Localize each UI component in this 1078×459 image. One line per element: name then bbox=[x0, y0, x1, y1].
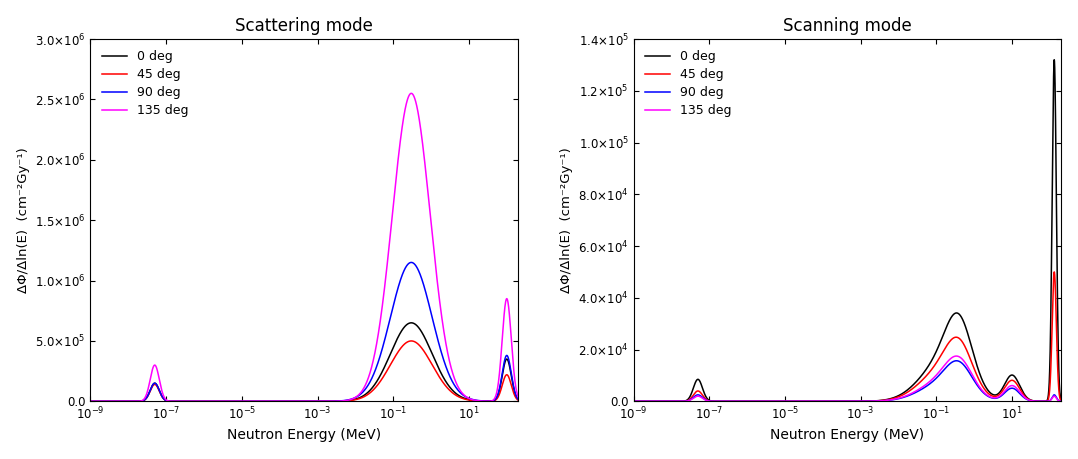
90 deg bbox=[950, 358, 963, 364]
135 deg bbox=[950, 353, 963, 359]
0 deg bbox=[884, 396, 897, 402]
45 deg bbox=[1055, 398, 1068, 403]
135 deg bbox=[627, 398, 640, 404]
90 deg bbox=[790, 398, 803, 404]
135 deg bbox=[946, 354, 959, 360]
Line: 0 deg: 0 deg bbox=[634, 60, 1062, 401]
45 deg bbox=[247, 398, 260, 404]
Line: 135 deg: 135 deg bbox=[634, 356, 1062, 401]
0 deg bbox=[436, 372, 448, 378]
0 deg bbox=[1055, 397, 1068, 403]
45 deg bbox=[84, 398, 97, 404]
45 deg bbox=[1048, 269, 1061, 274]
45 deg bbox=[162, 398, 175, 404]
0 deg bbox=[403, 320, 416, 326]
135 deg bbox=[247, 398, 260, 404]
Line: 0 deg: 0 deg bbox=[91, 323, 519, 401]
45 deg bbox=[403, 338, 416, 344]
135 deg bbox=[790, 398, 803, 404]
45 deg bbox=[705, 398, 718, 404]
Line: 135 deg: 135 deg bbox=[91, 93, 519, 401]
Line: 45 deg: 45 deg bbox=[91, 341, 519, 401]
90 deg bbox=[979, 392, 992, 397]
135 deg bbox=[1055, 398, 1068, 404]
Y-axis label: ΔΦ/Δln(E)  (cm⁻²Gy⁻¹): ΔΦ/Δln(E) (cm⁻²Gy⁻¹) bbox=[16, 147, 30, 293]
90 deg bbox=[341, 397, 354, 403]
45 deg bbox=[906, 386, 918, 392]
135 deg bbox=[405, 90, 418, 96]
135 deg bbox=[403, 92, 416, 97]
45 deg bbox=[512, 397, 525, 403]
Title: Scattering mode: Scattering mode bbox=[235, 17, 373, 35]
0 deg bbox=[946, 313, 959, 318]
135 deg bbox=[979, 391, 992, 396]
90 deg bbox=[403, 260, 416, 266]
0 deg bbox=[979, 383, 992, 389]
90 deg bbox=[405, 260, 418, 265]
0 deg bbox=[627, 398, 640, 404]
135 deg bbox=[884, 397, 897, 403]
135 deg bbox=[362, 375, 375, 380]
90 deg bbox=[1055, 398, 1068, 404]
135 deg bbox=[512, 394, 525, 400]
135 deg bbox=[162, 398, 175, 403]
45 deg bbox=[946, 336, 959, 341]
0 deg bbox=[341, 398, 354, 403]
90 deg bbox=[84, 398, 97, 404]
135 deg bbox=[341, 397, 354, 403]
135 deg bbox=[436, 317, 448, 323]
90 deg bbox=[162, 398, 175, 404]
135 deg bbox=[705, 398, 718, 404]
0 deg bbox=[162, 398, 175, 404]
90 deg bbox=[884, 397, 897, 403]
0 deg bbox=[705, 398, 718, 404]
135 deg bbox=[906, 391, 918, 396]
Legend: 0 deg, 45 deg, 90 deg, 135 deg: 0 deg, 45 deg, 90 deg, 135 deg bbox=[640, 45, 736, 122]
45 deg bbox=[979, 387, 992, 393]
45 deg bbox=[884, 397, 897, 402]
90 deg bbox=[436, 353, 448, 358]
45 deg bbox=[627, 398, 640, 404]
90 deg bbox=[946, 359, 959, 364]
Y-axis label: ΔΦ/Δln(E)  (cm⁻²Gy⁻¹): ΔΦ/Δln(E) (cm⁻²Gy⁻¹) bbox=[559, 147, 572, 293]
90 deg bbox=[627, 398, 640, 404]
45 deg bbox=[341, 398, 354, 403]
135 deg bbox=[84, 398, 97, 404]
0 deg bbox=[405, 320, 418, 325]
0 deg bbox=[84, 398, 97, 404]
45 deg bbox=[405, 338, 418, 344]
Legend: 0 deg, 45 deg, 90 deg, 135 deg: 0 deg, 45 deg, 90 deg, 135 deg bbox=[97, 45, 193, 122]
45 deg bbox=[436, 379, 448, 384]
0 deg bbox=[247, 398, 260, 404]
0 deg bbox=[362, 389, 375, 394]
0 deg bbox=[512, 397, 525, 402]
45 deg bbox=[790, 398, 803, 404]
X-axis label: Neutron Energy (MeV): Neutron Energy (MeV) bbox=[771, 428, 925, 442]
Line: 45 deg: 45 deg bbox=[634, 272, 1062, 401]
X-axis label: Neutron Energy (MeV): Neutron Energy (MeV) bbox=[227, 428, 382, 442]
Line: 90 deg: 90 deg bbox=[634, 361, 1062, 401]
Line: 90 deg: 90 deg bbox=[91, 263, 519, 401]
90 deg bbox=[705, 398, 718, 404]
90 deg bbox=[362, 381, 375, 387]
90 deg bbox=[247, 398, 260, 404]
0 deg bbox=[790, 398, 803, 404]
45 deg bbox=[362, 391, 375, 397]
Title: Scanning mode: Scanning mode bbox=[783, 17, 912, 35]
0 deg bbox=[1048, 57, 1061, 62]
0 deg bbox=[906, 383, 918, 389]
90 deg bbox=[906, 392, 918, 397]
90 deg bbox=[512, 397, 525, 402]
